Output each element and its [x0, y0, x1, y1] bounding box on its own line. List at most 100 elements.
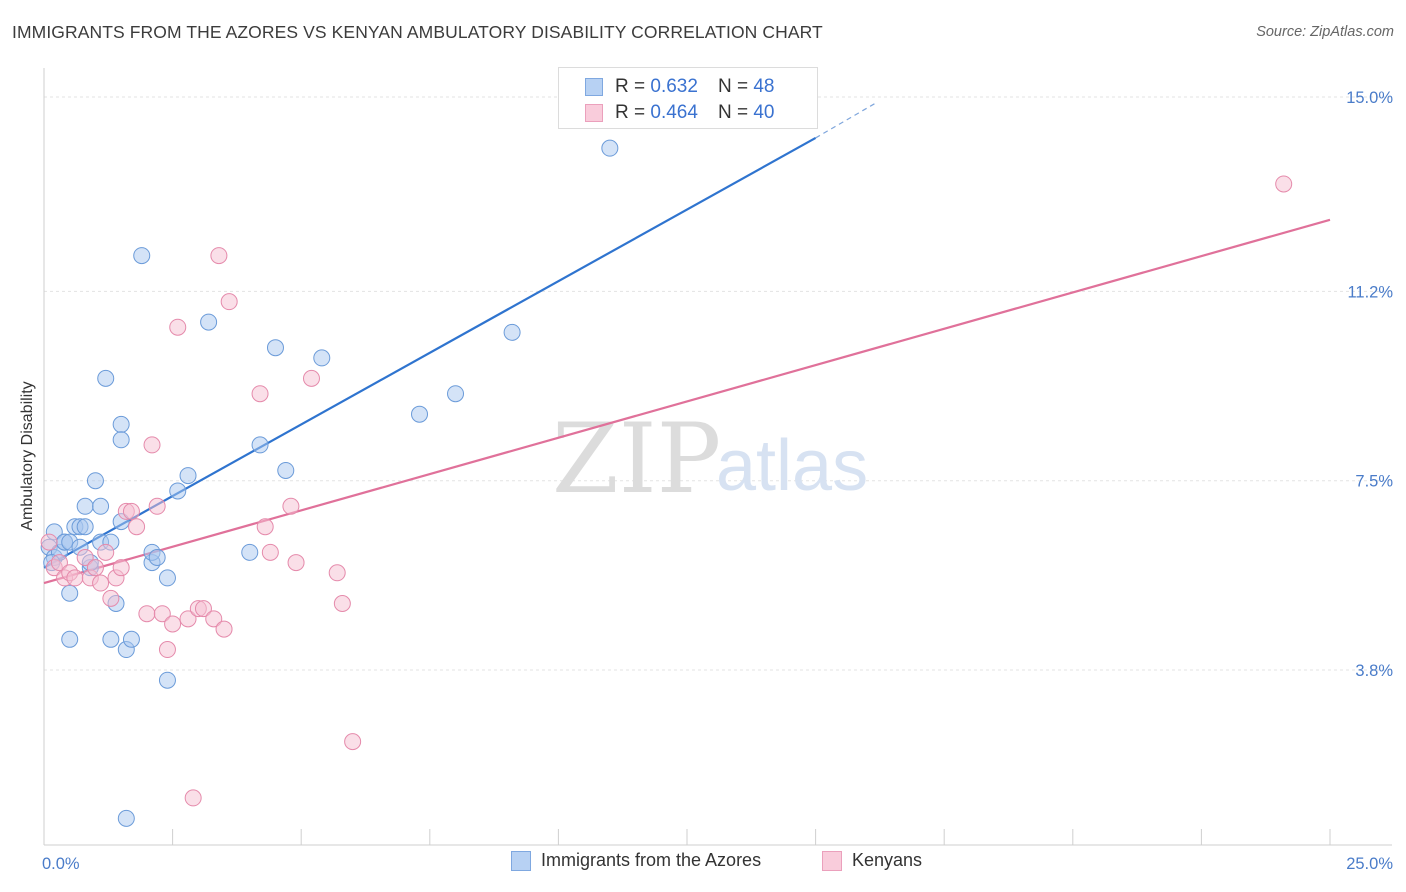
- data-point-azores: [92, 497, 110, 515]
- trend-line-azores-extension: [815, 101, 878, 139]
- data-point-azores: [76, 497, 94, 515]
- data-point-azores: [112, 415, 130, 433]
- data-point-azores: [158, 671, 176, 689]
- y-tick-label: 3.8%: [1355, 662, 1393, 680]
- data-point-kenyans: [256, 518, 274, 536]
- data-point-kenyans: [86, 559, 104, 577]
- data-point-kenyans: [210, 247, 228, 265]
- data-point-azores: [277, 461, 295, 479]
- data-point-kenyans: [344, 733, 362, 751]
- tick-labels: 3.8% 7.5% 11.2% 15.0% 0.0% 25.0%: [42, 89, 1393, 873]
- legend-label-azores: Immigrants from the Azores: [541, 850, 762, 870]
- data-point-kenyans: [66, 569, 84, 587]
- data-point-azores: [411, 405, 429, 423]
- legend-n-label: N =: [717, 102, 749, 123]
- data-point-kenyans: [102, 589, 120, 607]
- data-point-azores: [61, 630, 79, 648]
- data-point-kenyans: [1275, 175, 1293, 193]
- watermark: ZIP atlas: [552, 403, 868, 515]
- data-point-azores: [86, 472, 104, 490]
- data-point-azores: [601, 139, 619, 157]
- data-point-azores: [61, 584, 79, 602]
- data-point-azores: [169, 482, 187, 500]
- chart-title: IMMIGRANTS FROM THE AZORES VS KENYAN AMB…: [12, 22, 823, 42]
- data-point-kenyans: [215, 620, 233, 638]
- y-tick-label: 15.0%: [1346, 89, 1393, 107]
- data-point-kenyans: [164, 615, 182, 633]
- legend-swatch-pink: [585, 104, 603, 122]
- data-point-kenyans: [333, 594, 351, 612]
- series-legend: Immigrants from the Azores Kenyans: [0, 850, 1406, 878]
- legend-n-label: N =: [717, 76, 749, 97]
- data-point-azores: [117, 809, 135, 827]
- data-point-azores: [241, 543, 259, 561]
- y-tick-label: 7.5%: [1355, 473, 1393, 491]
- data-point-azores: [266, 339, 284, 357]
- data-point-kenyans: [205, 610, 223, 628]
- data-point-azores: [200, 313, 218, 331]
- data-point-kenyans: [328, 564, 346, 582]
- data-point-azores: [102, 630, 120, 648]
- data-point-kenyans: [251, 385, 269, 403]
- data-point-azores: [313, 349, 331, 367]
- data-point-kenyans: [302, 369, 320, 387]
- legend-swatch-pink: [822, 850, 842, 871]
- data-point-kenyans: [287, 554, 305, 572]
- legend-n-value: 48: [753, 76, 775, 97]
- legend-label-kenyans: Kenyans: [852, 850, 923, 870]
- y-tick-label: 11.2%: [1347, 283, 1393, 301]
- data-point-azores: [503, 323, 521, 341]
- data-point-kenyans: [92, 574, 110, 592]
- legend-r-value: 0.632: [650, 76, 698, 97]
- legend-row-azores: R = 0.632 N = 48: [585, 75, 774, 99]
- source-credit: Source: ZipAtlas.com: [1256, 24, 1394, 40]
- data-points: [40, 139, 1293, 827]
- correlation-legend: R = 0.632 N = 48 R = 0.464 N = 40: [558, 67, 818, 129]
- data-point-azores: [158, 569, 176, 587]
- data-point-azores: [76, 518, 94, 536]
- data-point-kenyans: [50, 554, 68, 572]
- legend-swatch-blue: [585, 78, 603, 96]
- data-point-azores: [133, 247, 151, 265]
- gridlines: [44, 96, 1392, 671]
- data-point-kenyans: [40, 533, 58, 551]
- data-point-kenyans: [169, 318, 187, 336]
- data-point-azores: [179, 467, 197, 485]
- data-point-azores: [112, 431, 130, 449]
- data-point-azores: [97, 369, 115, 387]
- data-point-kenyans: [179, 610, 197, 628]
- legend-item-kenyans: Kenyans: [822, 850, 922, 871]
- data-point-kenyans: [122, 502, 140, 520]
- legend-r-label: R =: [615, 102, 646, 123]
- data-point-azores: [148, 548, 166, 566]
- legend-n-value: 40: [753, 102, 775, 123]
- watermark-atlas: atlas: [716, 426, 868, 506]
- data-point-azores: [447, 385, 465, 403]
- data-point-azores: [122, 630, 140, 648]
- legend-row-kenyans: R = 0.464 N = 40: [585, 101, 774, 125]
- data-point-kenyans: [128, 518, 146, 536]
- data-point-kenyans: [194, 600, 212, 618]
- data-point-kenyans: [148, 497, 166, 515]
- axes: [43, 68, 1392, 846]
- legend-r-label: R =: [615, 76, 646, 97]
- legend-item-azores: Immigrants from the Azores: [511, 850, 761, 871]
- data-point-kenyans: [261, 543, 279, 561]
- data-point-kenyans: [282, 497, 300, 515]
- data-point-kenyans: [220, 293, 238, 311]
- data-point-kenyans: [153, 605, 171, 623]
- data-point-azores: [251, 436, 269, 454]
- data-point-kenyans: [158, 641, 176, 659]
- watermark-zip: ZIP: [552, 403, 721, 515]
- trend-line-kenyans: [43, 218, 1331, 585]
- legend-r-value: 0.464: [650, 102, 698, 123]
- data-point-kenyans: [138, 605, 156, 623]
- data-point-kenyans: [76, 548, 94, 566]
- legend-swatch-blue: [511, 850, 531, 871]
- data-point-kenyans: [97, 543, 115, 561]
- x-tick-label: 25.0%: [1346, 855, 1393, 873]
- data-point-kenyans: [184, 789, 202, 807]
- x-tick-label: 0.0%: [42, 855, 80, 873]
- data-point-kenyans: [143, 436, 161, 454]
